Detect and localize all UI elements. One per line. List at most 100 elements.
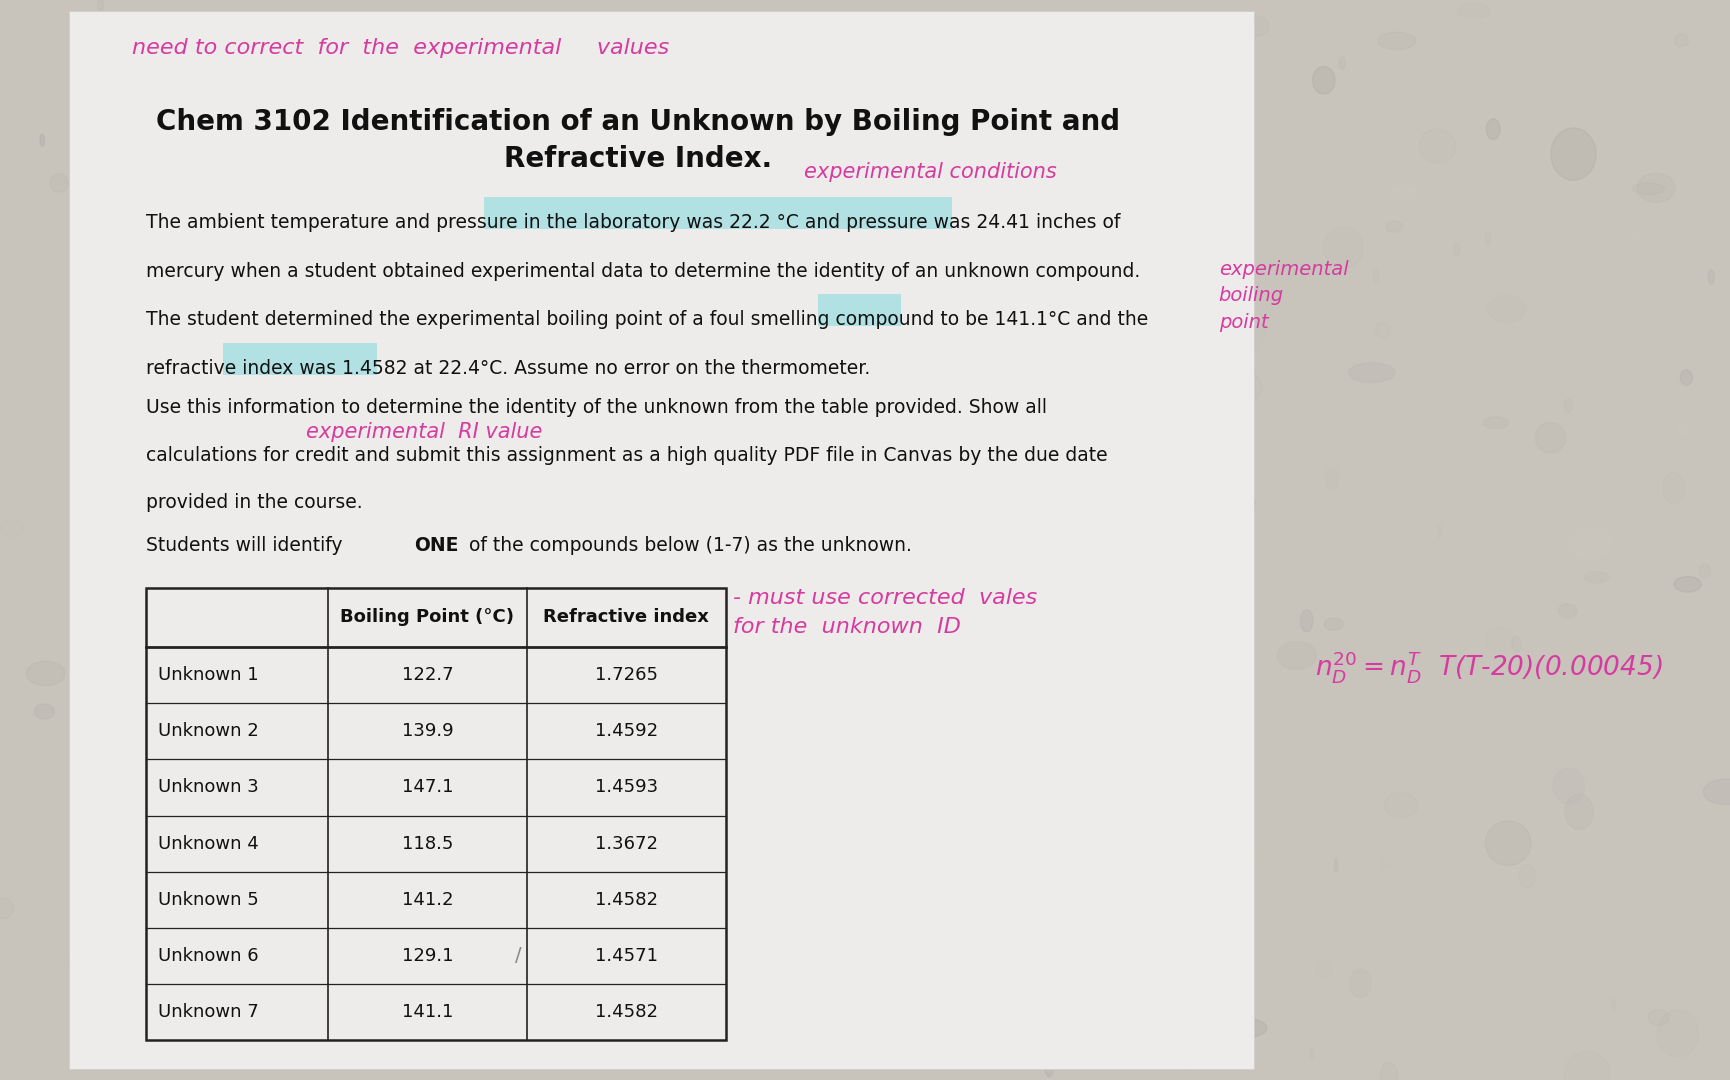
Ellipse shape: [1458, 3, 1491, 18]
Ellipse shape: [432, 30, 457, 50]
Ellipse shape: [1035, 684, 1060, 705]
Ellipse shape: [1112, 720, 1142, 735]
Text: - must use corrected  vales
for the  unknown  ID: - must use corrected vales for the unkno…: [734, 588, 1036, 637]
Ellipse shape: [758, 945, 803, 970]
Ellipse shape: [502, 458, 526, 480]
Ellipse shape: [209, 539, 213, 551]
Ellipse shape: [303, 975, 311, 994]
Ellipse shape: [559, 235, 567, 254]
Ellipse shape: [50, 174, 69, 192]
Ellipse shape: [1663, 473, 1685, 503]
Ellipse shape: [794, 333, 815, 357]
Text: Refractive Index.: Refractive Index.: [503, 145, 772, 173]
Ellipse shape: [1434, 842, 1446, 860]
Text: Refractive index: Refractive index: [543, 608, 709, 626]
Text: 129.1: 129.1: [401, 947, 453, 964]
Ellipse shape: [1550, 127, 1597, 180]
Text: 1.4582: 1.4582: [595, 891, 657, 908]
Ellipse shape: [554, 157, 562, 171]
Ellipse shape: [1585, 571, 1609, 583]
Ellipse shape: [1310, 124, 1329, 143]
Ellipse shape: [1289, 870, 1301, 891]
Ellipse shape: [785, 162, 798, 179]
Ellipse shape: [517, 542, 540, 568]
Ellipse shape: [1169, 166, 1211, 186]
Ellipse shape: [1637, 173, 1675, 202]
Ellipse shape: [1349, 969, 1372, 998]
Ellipse shape: [1375, 322, 1391, 337]
Ellipse shape: [263, 881, 303, 924]
Ellipse shape: [1230, 1020, 1266, 1037]
Text: 1.4592: 1.4592: [595, 723, 657, 740]
Ellipse shape: [1362, 535, 1368, 549]
Text: ONE: ONE: [415, 536, 458, 555]
Ellipse shape: [156, 365, 173, 387]
Ellipse shape: [1422, 30, 1439, 57]
Ellipse shape: [377, 919, 419, 958]
Ellipse shape: [753, 713, 777, 732]
Text: Unknown 5: Unknown 5: [159, 891, 260, 908]
Ellipse shape: [1128, 476, 1157, 489]
Ellipse shape: [929, 579, 972, 627]
Ellipse shape: [277, 983, 313, 1015]
Ellipse shape: [147, 492, 161, 512]
Ellipse shape: [1517, 256, 1522, 269]
Ellipse shape: [1675, 35, 1688, 46]
Ellipse shape: [317, 570, 336, 588]
Ellipse shape: [479, 1048, 502, 1072]
Ellipse shape: [907, 961, 946, 1003]
Ellipse shape: [695, 669, 732, 688]
Bar: [818, 294, 901, 326]
Ellipse shape: [171, 1027, 202, 1065]
Ellipse shape: [29, 862, 33, 876]
Ellipse shape: [1078, 792, 1109, 807]
Text: experimental conditions: experimental conditions: [804, 162, 1057, 181]
Ellipse shape: [54, 138, 88, 174]
Text: mercury when a student obtained experimental data to determine the identity of a: mercury when a student obtained experime…: [147, 261, 1140, 281]
Ellipse shape: [325, 723, 339, 739]
Ellipse shape: [1169, 272, 1183, 289]
Ellipse shape: [1310, 1048, 1315, 1059]
Ellipse shape: [621, 801, 659, 835]
Ellipse shape: [746, 963, 766, 987]
Ellipse shape: [1381, 1063, 1398, 1080]
Ellipse shape: [727, 693, 746, 719]
Ellipse shape: [718, 23, 763, 50]
Ellipse shape: [413, 620, 450, 654]
Ellipse shape: [1085, 338, 1111, 351]
Ellipse shape: [1131, 275, 1157, 292]
Ellipse shape: [1692, 513, 1706, 531]
FancyBboxPatch shape: [69, 11, 1254, 1069]
Ellipse shape: [266, 598, 301, 615]
Ellipse shape: [310, 106, 336, 126]
Ellipse shape: [1590, 944, 1635, 995]
Ellipse shape: [462, 489, 472, 504]
Ellipse shape: [1483, 272, 1509, 303]
Ellipse shape: [1099, 248, 1124, 271]
Text: Unknown 4: Unknown 4: [159, 835, 260, 852]
Ellipse shape: [1230, 495, 1254, 510]
Ellipse shape: [1708, 270, 1714, 284]
Ellipse shape: [1486, 627, 1514, 651]
Ellipse shape: [1567, 1031, 1600, 1055]
Ellipse shape: [1088, 1021, 1109, 1041]
Ellipse shape: [531, 430, 564, 460]
Ellipse shape: [393, 712, 429, 745]
Ellipse shape: [388, 969, 419, 996]
Ellipse shape: [1699, 565, 1711, 578]
Ellipse shape: [811, 636, 839, 672]
Ellipse shape: [1694, 917, 1720, 935]
Ellipse shape: [874, 179, 889, 198]
Bar: [484, 197, 952, 229]
Ellipse shape: [1178, 1052, 1195, 1070]
Text: Unknown 2: Unknown 2: [159, 723, 260, 740]
Ellipse shape: [671, 480, 702, 515]
Ellipse shape: [1564, 400, 1573, 413]
Ellipse shape: [1567, 527, 1614, 559]
Ellipse shape: [194, 266, 237, 315]
Text: provided in the course.: provided in the course.: [147, 494, 363, 512]
Ellipse shape: [1481, 308, 1521, 322]
Ellipse shape: [884, 931, 924, 963]
Ellipse shape: [1339, 57, 1346, 70]
Ellipse shape: [792, 755, 834, 801]
